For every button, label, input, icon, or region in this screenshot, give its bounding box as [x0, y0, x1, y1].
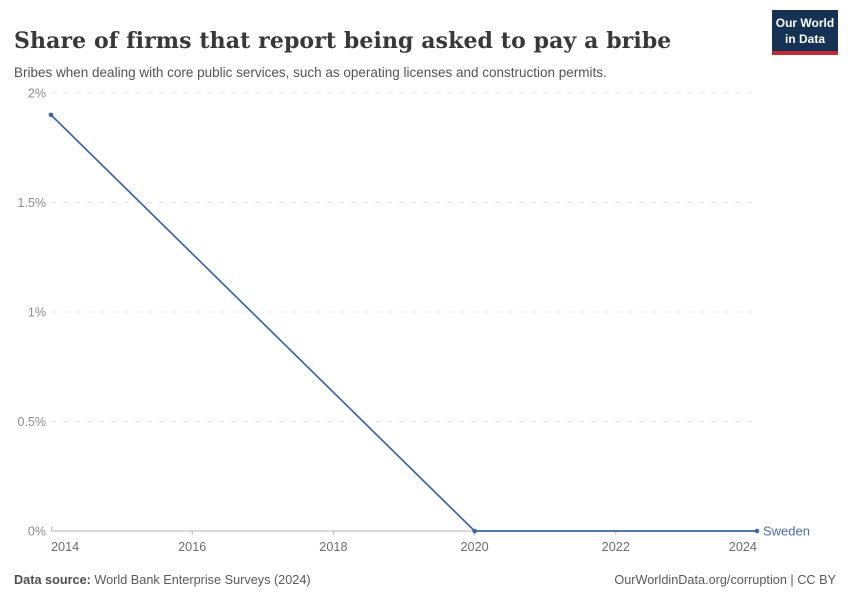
data-source: Data source: World Bank Enterprise Surve… — [14, 573, 311, 587]
series-line-sweden[interactable] — [50, 114, 757, 532]
license-link[interactable]: OurWorldinData.org/corruption | CC BY — [614, 573, 836, 587]
data-point-sweden-2020[interactable] — [472, 528, 477, 534]
owid-logo-line1: Our World — [775, 16, 835, 30]
y-axis-tick-label: 0% — [28, 524, 46, 538]
y-axis-tick-label: 2% — [28, 86, 46, 100]
y-axis-tick-label: 1.5% — [18, 196, 47, 210]
y-axis-tick-label: 0.5% — [18, 415, 47, 429]
data-source-value: World Bank Enterprise Surveys (2024) — [90, 573, 311, 587]
data-point-sweden-2024[interactable] — [754, 528, 760, 534]
line-chart: 0% 0.5% 1% 1.5% 2% 2014 2016 2018 2020 2022 2024 Sw… — [18, 86, 810, 554]
data-point-sweden-2014[interactable] — [48, 112, 54, 118]
page-title: Share of firms that report being asked t… — [14, 27, 672, 54]
x-axis-tick-label: 2022 — [602, 540, 630, 554]
y-axis-tick-label: 1% — [28, 305, 46, 319]
x-axis-tick-label: 2024 — [729, 540, 757, 554]
owid-logo-line2: in Data — [784, 31, 825, 46]
x-axis-tick-label: 2014 — [51, 540, 79, 554]
entity-label-sweden[interactable]: Sweden — [763, 524, 810, 539]
owid-logo[interactable]: Our World in Data — [772, 10, 838, 56]
x-axis-tick-label: 2016 — [178, 540, 206, 554]
chart-subtitle: Bribes when dealing with core public ser… — [14, 64, 607, 80]
chart-footer: Data source: World Bank Enterprise Surve… — [14, 573, 836, 587]
x-axis-tick-label: 2020 — [460, 540, 488, 554]
data-source-label: Data source: — [14, 573, 91, 587]
x-axis-tick-label: 2018 — [319, 540, 347, 554]
